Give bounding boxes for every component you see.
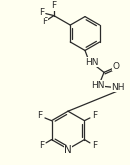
- Text: F: F: [37, 111, 42, 120]
- Text: HN: HN: [91, 81, 105, 90]
- Text: F: F: [42, 17, 47, 26]
- Text: HN: HN: [85, 58, 99, 67]
- Text: F: F: [92, 111, 97, 120]
- Text: F: F: [92, 141, 97, 150]
- Text: F: F: [39, 141, 44, 150]
- Text: F: F: [51, 1, 56, 10]
- Text: NH: NH: [111, 83, 125, 92]
- Text: N: N: [64, 145, 72, 155]
- Text: O: O: [112, 62, 119, 71]
- Text: F: F: [39, 8, 44, 17]
